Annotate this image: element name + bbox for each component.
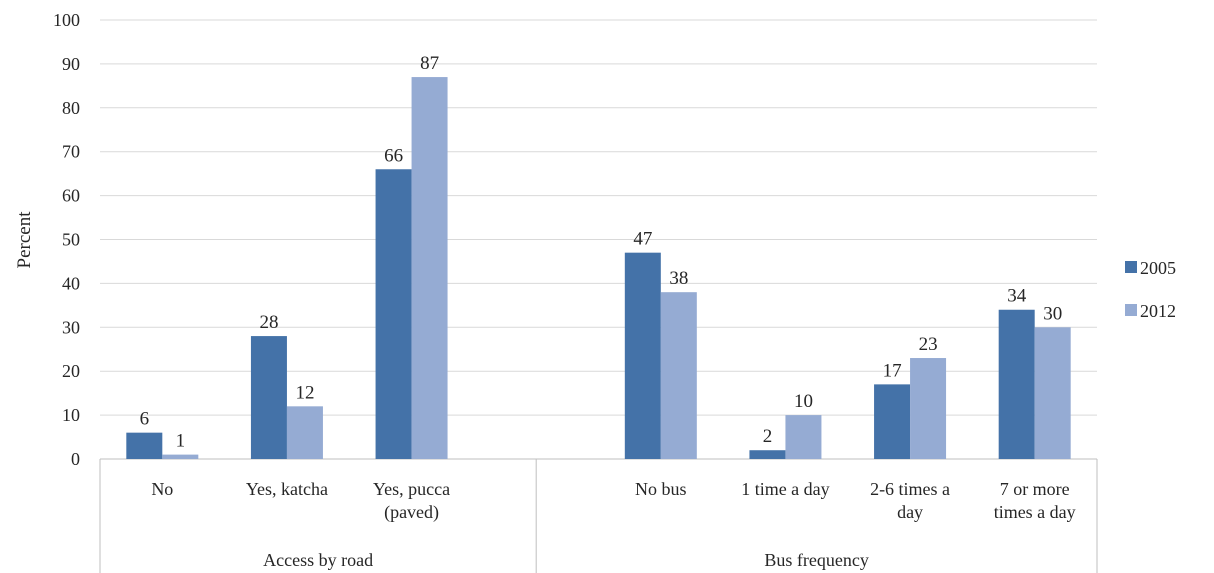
data-labels: 6 28 66 47 2 17 34 1 12 87 38 10 23 30 bbox=[140, 53, 1063, 452]
data-label-2012: 1 bbox=[176, 431, 186, 452]
data-label-2012: 23 bbox=[919, 334, 938, 355]
legend-label-2012: 2012 bbox=[1140, 301, 1176, 321]
category-line: (paved) bbox=[384, 502, 439, 523]
bar-2012 bbox=[910, 358, 947, 459]
data-label-2005: 66 bbox=[384, 145, 403, 166]
legend: 2005 2012 bbox=[1125, 258, 1176, 321]
bar-2012 bbox=[1034, 327, 1071, 459]
category-line: 2-6 times a bbox=[870, 479, 950, 499]
bar-2012 bbox=[660, 292, 697, 459]
y-tick-label: 70 bbox=[62, 142, 80, 162]
y-tick-label: 90 bbox=[62, 54, 80, 74]
bar-2005 bbox=[874, 384, 911, 459]
data-label-2005: 28 bbox=[259, 312, 278, 333]
legend-swatch-2005 bbox=[1125, 261, 1137, 273]
y-tick-label: 40 bbox=[62, 273, 80, 293]
x-category-label: 2-6 times a day bbox=[870, 479, 950, 522]
y-tick-label: 100 bbox=[53, 10, 80, 30]
data-label-2005: 47 bbox=[633, 229, 652, 250]
legend-label-2005: 2005 bbox=[1140, 258, 1176, 278]
bar-2005 bbox=[749, 450, 786, 459]
bar-2012 bbox=[286, 406, 323, 459]
data-label-2005: 17 bbox=[883, 360, 902, 381]
category-line: No bus bbox=[635, 479, 687, 499]
legend-swatch-2012 bbox=[1125, 304, 1137, 316]
y-tick-label: 60 bbox=[62, 186, 80, 206]
y-tick-label: 20 bbox=[62, 361, 80, 381]
category-line: 1 time a day bbox=[741, 479, 829, 499]
y-axis-title: Percent bbox=[14, 211, 35, 269]
y-tick-label: 0 bbox=[71, 449, 80, 469]
y-tick-label: 80 bbox=[62, 98, 80, 118]
bar-2012 bbox=[411, 77, 448, 459]
data-label-2005: 6 bbox=[140, 409, 150, 430]
group-label: Bus frequency bbox=[764, 550, 868, 570]
bar-2005 bbox=[998, 309, 1035, 459]
bar-2012 bbox=[162, 454, 199, 459]
x-category-label: 7 or more times a day bbox=[994, 479, 1076, 522]
gridlines bbox=[100, 19, 1097, 416]
data-label-2012: 87 bbox=[420, 53, 439, 74]
data-label-2005: 2 bbox=[763, 426, 773, 447]
x-category-label: No bbox=[151, 479, 173, 499]
data-label-2005: 34 bbox=[1007, 286, 1027, 307]
category-line: times a day bbox=[994, 502, 1076, 522]
category-line: day bbox=[897, 502, 923, 522]
category-line: Yes, pucca bbox=[373, 479, 450, 499]
category-line: 7 or more bbox=[1000, 479, 1070, 499]
bar-2012 bbox=[785, 415, 822, 459]
data-label-2012: 12 bbox=[295, 382, 314, 403]
x-category-label: 1 time a day bbox=[741, 479, 829, 499]
bars bbox=[126, 77, 1071, 459]
category-labels: No Yes, katcha Yes, pucca (paved) Access by … bbox=[151, 479, 1075, 570]
y-tick-label: 10 bbox=[62, 405, 80, 425]
bar-2005 bbox=[126, 432, 163, 459]
data-label-2012: 10 bbox=[794, 391, 813, 412]
y-tick-label: 30 bbox=[62, 317, 80, 337]
x-category-label: Yes, katcha bbox=[246, 479, 328, 499]
category-line: Yes, katcha bbox=[246, 479, 328, 499]
x-category-label: Yes, pucca (paved) bbox=[373, 479, 450, 523]
bar-2005 bbox=[624, 252, 661, 459]
data-label-2012: 30 bbox=[1043, 303, 1062, 324]
axes: 0 10 20 30 40 50 60 70 80 90 100 bbox=[53, 10, 1098, 573]
data-label-2012: 38 bbox=[669, 268, 688, 289]
group-label: Access by road bbox=[263, 550, 373, 570]
bar-2005 bbox=[375, 169, 412, 459]
y-tick-label: 50 bbox=[62, 230, 80, 250]
bar-2005 bbox=[250, 336, 287, 459]
x-category-label: No bus bbox=[635, 479, 687, 499]
category-line: No bbox=[151, 479, 173, 499]
